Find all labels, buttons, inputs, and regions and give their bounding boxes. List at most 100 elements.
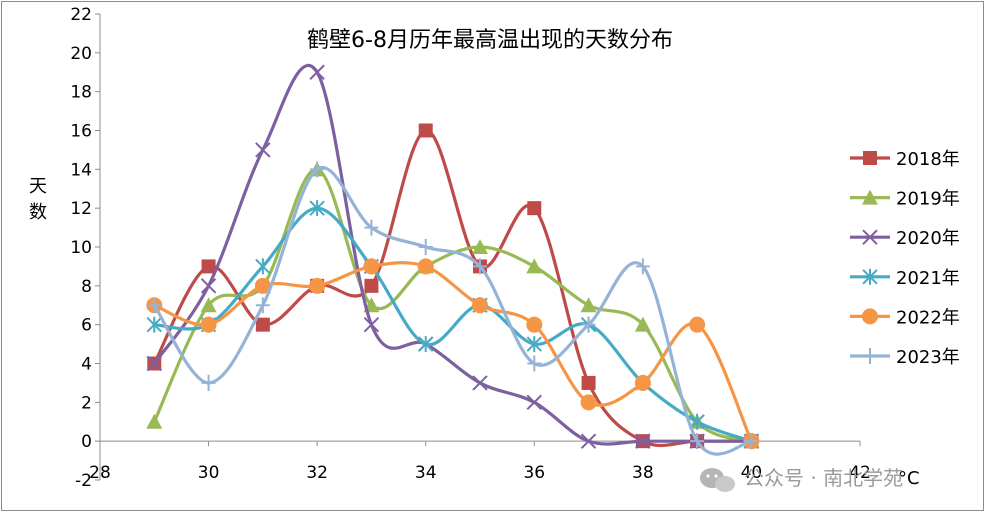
watermark-text: 公众号 · 南北学苑	[744, 466, 903, 490]
data-point	[472, 239, 488, 254]
data-point	[147, 297, 162, 314]
y-tick-label: 10	[70, 238, 92, 258]
x-tick-label: 42	[849, 463, 871, 483]
data-point	[418, 123, 433, 138]
legend-label: 2019年	[896, 189, 960, 210]
legend-swatch-marker	[862, 229, 878, 245]
data-point	[255, 297, 270, 314]
y-tick-label: 18	[70, 83, 92, 103]
data-point	[472, 375, 488, 391]
data-point	[634, 316, 651, 332]
data-point	[146, 316, 162, 333]
data-point	[418, 239, 433, 255]
data-point	[580, 394, 597, 411]
series-layer	[146, 63, 760, 456]
data-point	[635, 433, 651, 449]
data-point	[526, 258, 543, 274]
legend-item: 2023年	[850, 347, 960, 368]
data-point	[146, 413, 163, 429]
y-tick-label: 16	[70, 122, 92, 142]
x-tick-label: 32	[306, 463, 328, 483]
data-point	[689, 316, 706, 333]
legend-swatch-marker	[863, 348, 877, 364]
data-point	[526, 336, 542, 353]
legend-item: 2019年	[850, 189, 960, 210]
series-2023年	[147, 161, 759, 456]
legend-item: 2018年	[850, 149, 960, 170]
data-point	[580, 297, 597, 313]
data-point	[581, 316, 596, 333]
data-point	[363, 258, 380, 275]
data-point	[690, 433, 705, 450]
data-point	[581, 375, 596, 390]
series-line	[152, 206, 754, 443]
data-point	[472, 297, 488, 314]
data-point	[255, 258, 271, 275]
series-2021年	[146, 200, 760, 450]
data-point	[689, 413, 705, 430]
data-point	[309, 200, 325, 217]
legend-label: 2023年	[896, 347, 960, 368]
data-point	[417, 258, 434, 275]
y-tick-label: 22	[70, 5, 92, 25]
y-axis-label-char: 数	[29, 202, 47, 223]
y-tick-label: 0	[81, 432, 92, 452]
data-point	[527, 355, 542, 372]
data-point	[200, 316, 217, 333]
y-axis-label: 天数	[29, 176, 47, 223]
series-line	[152, 165, 754, 456]
axes: -2 0 2 4 6 8 10 12 14 16 18 20 22 28 30 32 34 36 38 40 42	[70, 5, 870, 491]
y-tick-label: 12	[70, 199, 92, 219]
legend-swatch-marker	[862, 189, 878, 205]
legend: 2018年 2019年 2020年 2021年 2022年 2023年	[850, 149, 960, 368]
data-point	[201, 374, 216, 391]
x-tick-label: 40	[741, 463, 763, 483]
y-tick-label: 14	[70, 160, 92, 180]
data-point	[255, 317, 270, 332]
legend-label: 2020年	[896, 228, 960, 249]
data-point	[364, 278, 379, 293]
data-point	[363, 316, 380, 333]
chart-title: 鹤壁6-8月历年最高温出现的天数分布	[307, 28, 673, 53]
data-point	[744, 433, 759, 450]
data-point	[255, 142, 271, 158]
data-point	[473, 258, 487, 275]
data-point	[309, 64, 325, 80]
data-point	[418, 336, 434, 353]
legend-swatch-marker	[862, 308, 878, 325]
x-axis-label: °C	[898, 468, 920, 489]
data-point	[364, 219, 379, 236]
data-point	[580, 433, 597, 449]
y-tick-label: -2	[75, 471, 92, 491]
x-tick-label: 28	[89, 463, 111, 483]
x-tick-label: 30	[198, 463, 220, 483]
data-point	[526, 316, 543, 333]
x-tick-label: 38	[632, 463, 654, 483]
data-point	[200, 278, 217, 294]
data-point	[527, 201, 542, 216]
data-point	[634, 374, 651, 391]
series-2020年	[146, 63, 760, 449]
legend-label: 2021年	[896, 268, 960, 289]
wechat-icon	[700, 468, 735, 492]
data-point	[254, 277, 271, 294]
data-point	[146, 355, 162, 372]
legend-item: 2021年	[850, 268, 960, 289]
y-tick-label: 2	[81, 393, 92, 413]
data-point	[200, 297, 217, 313]
data-point	[201, 259, 216, 274]
series-line	[152, 63, 754, 446]
data-point	[309, 277, 326, 294]
legend-item: 2022年	[850, 307, 960, 328]
legend-item: 2020年	[850, 228, 960, 249]
legend-label: 2018年	[896, 149, 960, 170]
data-point	[310, 161, 325, 178]
y-tick-label: 8	[81, 277, 92, 297]
x-tick-label: 36	[523, 463, 545, 483]
watermark: 公众号 · 南北学苑	[700, 466, 903, 492]
data-point	[635, 258, 650, 275]
legend-swatch-marker	[862, 268, 878, 285]
y-axis-label-char: 天	[29, 176, 47, 197]
